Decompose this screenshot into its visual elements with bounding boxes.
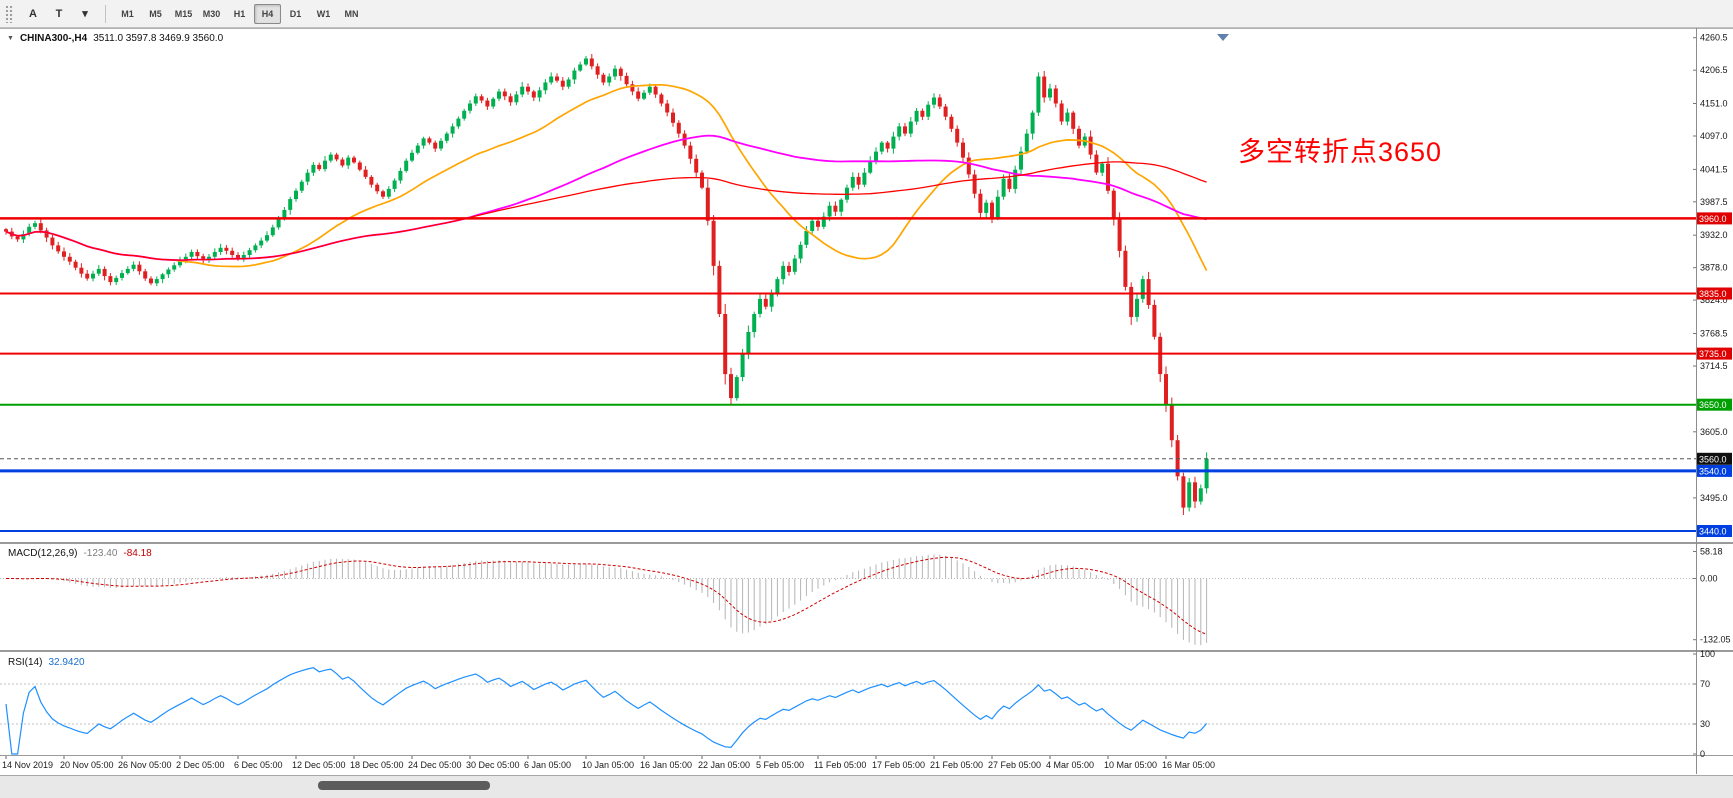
moving-averages <box>5 83 1208 271</box>
timeframe-h1[interactable]: H1 <box>226 4 253 24</box>
svg-text:70: 70 <box>1700 679 1710 689</box>
horizontal-level-lines <box>0 217 1696 532</box>
toolbar-icon-buttons: A T ▾ <box>21 3 97 25</box>
macd-pane: 58.18 0.00 -132.05 <box>0 547 1731 646</box>
shift-end-marker-icon <box>1217 34 1229 41</box>
svg-text:3878.0: 3878.0 <box>1700 263 1728 273</box>
svg-text:26 Nov 05:00: 26 Nov 05:00 <box>118 760 172 770</box>
text-box-icon[interactable]: T <box>47 3 71 25</box>
ma-slow <box>5 161 1207 261</box>
svg-text:17 Feb 05:00: 17 Feb 05:00 <box>872 760 925 770</box>
svg-text:2 Dec 05:00: 2 Dec 05:00 <box>176 760 225 770</box>
svg-text:20 Nov 05:00: 20 Nov 05:00 <box>60 760 114 770</box>
svg-text:4206.5: 4206.5 <box>1700 65 1728 75</box>
svg-text:21 Feb 05:00: 21 Feb 05:00 <box>930 760 983 770</box>
svg-text:6 Jan 05:00: 6 Jan 05:00 <box>524 760 571 770</box>
annotation-text: 多空转折点3650 <box>1238 137 1443 167</box>
svg-text:3735.0: 3735.0 <box>1699 349 1727 359</box>
svg-text:24 Dec 05:00: 24 Dec 05:00 <box>408 760 462 770</box>
svg-text:3987.5: 3987.5 <box>1700 197 1728 207</box>
chart-area: 4260.5 4206.5 4151.0 4097.0 4041.5 3987.5 3932… <box>0 28 1733 798</box>
timeframe-m5[interactable]: M5 <box>142 4 169 24</box>
candles <box>4 54 1209 515</box>
svg-text:3768.5: 3768.5 <box>1700 329 1728 339</box>
ma-fast <box>5 83 1208 271</box>
svg-text:3540.0: 3540.0 <box>1699 466 1727 476</box>
macd-signal-value: -84.18 <box>123 548 152 559</box>
text-annotation-icon[interactable]: A <box>21 3 45 25</box>
svg-text:30: 30 <box>1700 719 1710 729</box>
symbol-period-label: CHINA300-,H4 <box>19 33 88 44</box>
svg-text:0: 0 <box>1700 749 1705 759</box>
rsi-value: 32.9420 <box>48 657 85 668</box>
svg-text:18 Dec 05:00: 18 Dec 05:00 <box>350 760 404 770</box>
svg-text:16 Jan 05:00: 16 Jan 05:00 <box>640 760 692 770</box>
svg-text:12 Dec 05:00: 12 Dec 05:00 <box>292 760 346 770</box>
timeframe-m1[interactable]: M1 <box>114 4 141 24</box>
svg-text:10 Jan 05:00: 10 Jan 05:00 <box>582 760 634 770</box>
chart-title: ▼ CHINA300-,H4 3511.0 3597.8 3469.9 3560… <box>7 33 223 44</box>
top-toolbar: A T ▾ M1 M5 M15 M30 H1 H4 D1 W1 MN <box>0 0 1733 28</box>
timeframe-w1[interactable]: W1 <box>310 4 337 24</box>
svg-text:3605.0: 3605.0 <box>1700 427 1728 437</box>
rsi-name: RSI(14) <box>8 657 43 668</box>
macd-indicator-label: MACD(12,26,9) -123.40 -84.18 <box>8 548 152 559</box>
timeframe-buttons: M1 M5 M15 M30 H1 H4 D1 W1 MN <box>114 3 365 24</box>
bottom-scrollbar <box>0 775 1733 798</box>
price-chart-svg[interactable]: 4260.5 4206.5 4151.0 4097.0 4041.5 3987.5 3932… <box>0 28 1733 798</box>
time-axis: 14 Nov 2019 20 Nov 05:00 26 Nov 05:00 2 Dec… <box>2 756 1215 770</box>
svg-text:3932.0: 3932.0 <box>1700 230 1728 240</box>
svg-text:-132.05: -132.05 <box>1700 635 1731 645</box>
collapse-triangle-icon[interactable]: ▼ <box>7 35 14 42</box>
ma-mid <box>5 134 1207 262</box>
svg-text:3495.0: 3495.0 <box>1700 493 1728 503</box>
svg-text:16 Mar 05:00: 16 Mar 05:00 <box>1162 760 1215 770</box>
timeframe-h4[interactable]: H4 <box>254 3 281 24</box>
pane-separators <box>0 28 1733 774</box>
rsi-pane: 100 70 30 0 <box>0 649 1715 759</box>
timeframe-mn[interactable]: MN <box>338 4 365 24</box>
svg-text:4 Mar 05:00: 4 Mar 05:00 <box>1046 760 1094 770</box>
svg-text:0.00: 0.00 <box>1700 574 1718 584</box>
price-axis: 4260.5 4206.5 4151.0 4097.0 4041.5 3987.5 3932… <box>1693 33 1732 537</box>
svg-text:100: 100 <box>1700 649 1715 659</box>
svg-text:3960.0: 3960.0 <box>1699 214 1727 224</box>
svg-text:30 Dec 05:00: 30 Dec 05:00 <box>466 760 520 770</box>
timeframe-d1[interactable]: D1 <box>282 4 309 24</box>
svg-text:3560.0: 3560.0 <box>1699 454 1727 464</box>
svg-text:3650.0: 3650.0 <box>1699 400 1727 410</box>
svg-text:4041.5: 4041.5 <box>1700 164 1728 174</box>
timeframe-m15[interactable]: M15 <box>170 4 197 24</box>
svg-text:11 Feb 05:00: 11 Feb 05:00 <box>814 760 866 770</box>
svg-text:6 Dec 05:00: 6 Dec 05:00 <box>234 760 283 770</box>
markers <box>1217 34 1229 41</box>
svg-text:4260.5: 4260.5 <box>1700 33 1728 43</box>
svg-text:4151.0: 4151.0 <box>1700 99 1728 109</box>
macd-value: -123.40 <box>83 548 118 559</box>
timeframe-m30[interactable]: M30 <box>198 4 225 24</box>
svg-text:27 Feb 05:00: 27 Feb 05:00 <box>988 760 1041 770</box>
ohlc-values: 3511.0 3597.8 3469.9 3560.0 <box>93 33 224 44</box>
rsi-line <box>5 667 1208 755</box>
toolbar-separator <box>105 4 106 23</box>
macd-signal-line <box>6 556 1207 635</box>
svg-text:58.18: 58.18 <box>1700 547 1723 557</box>
svg-text:3440.0: 3440.0 <box>1699 527 1727 537</box>
svg-text:3824.0: 3824.0 <box>1700 295 1728 305</box>
svg-text:4097.0: 4097.0 <box>1700 131 1728 141</box>
svg-text:3714.5: 3714.5 <box>1700 361 1728 371</box>
svg-text:5 Feb 05:00: 5 Feb 05:00 <box>756 760 804 770</box>
svg-text:3835.0: 3835.0 <box>1699 289 1727 299</box>
svg-text:10 Mar 05:00: 10 Mar 05:00 <box>1104 760 1157 770</box>
graphic-objects-dropdown-icon[interactable]: ▾ <box>73 3 97 25</box>
macd-name: MACD(12,26,9) <box>8 548 78 559</box>
svg-text:14 Nov 2019: 14 Nov 2019 <box>2 760 53 770</box>
scrollbar-thumb[interactable] <box>318 781 490 790</box>
rsi-indicator-label: RSI(14) 32.9420 <box>8 657 85 668</box>
svg-text:22 Jan 05:00: 22 Jan 05:00 <box>698 760 750 770</box>
toolbar-grip-handle[interactable] <box>5 4 14 23</box>
